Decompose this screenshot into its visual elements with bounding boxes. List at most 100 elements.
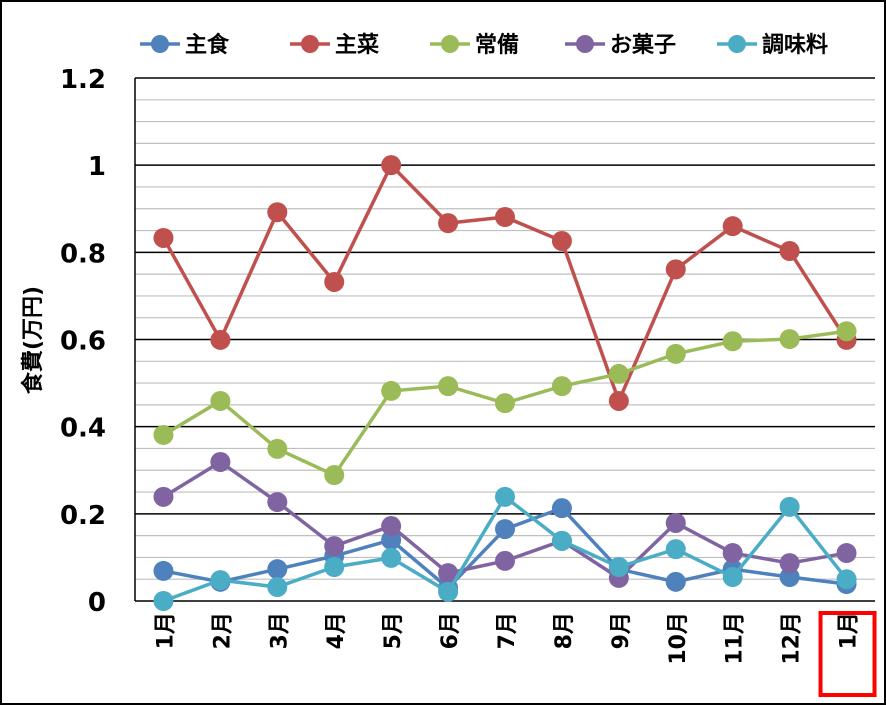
data-point [381, 547, 402, 568]
legend-item: 常備 [430, 32, 519, 58]
data-point [779, 567, 800, 588]
y-tick-label: 0.8 [60, 239, 106, 269]
data-point [495, 207, 515, 228]
series-line [162, 494, 848, 603]
data-point [438, 376, 459, 397]
legend-item: 主食 [140, 32, 230, 58]
x-axis-ticks: 1月 2月 3月 4月 5月 6月 7月 8月 9月 10月 11月 12月 1月 [153, 611, 877, 697]
legend-item: 調味料 [717, 32, 828, 58]
series-4 [153, 486, 857, 611]
y-tick-label: 1 [88, 152, 106, 182]
data-point [381, 380, 402, 401]
x-tick-label: 1月 [837, 612, 862, 649]
data-point [324, 271, 345, 292]
data-point [495, 519, 515, 540]
data-point [665, 539, 686, 560]
x-tick-label: 11月 [723, 612, 748, 665]
data-point [267, 438, 288, 459]
legend-label: 主食 [185, 32, 230, 58]
data-point [495, 550, 515, 571]
data-point [267, 577, 288, 598]
data-point [153, 486, 174, 507]
legend-label: 調味料 [762, 32, 828, 58]
data-point [665, 512, 686, 533]
y-tick-label: 0 [88, 588, 106, 618]
legend-label: お菓子 [610, 32, 676, 58]
data-point [324, 536, 345, 557]
data-point [551, 231, 572, 252]
data-point [153, 560, 174, 581]
legend-marker [301, 35, 319, 53]
x-tick-label: 2月 [210, 612, 235, 649]
data-point [722, 567, 743, 588]
data-point [438, 563, 459, 584]
data-point [779, 241, 800, 262]
data-point [210, 329, 231, 350]
legend-marker [576, 35, 594, 53]
data-point [608, 557, 629, 578]
data-point [665, 259, 686, 280]
y-tick-label: 0.4 [60, 414, 106, 444]
data-point [324, 557, 345, 578]
y-axis-ticks: 0 0.2 0.4 0.6 0.8 1 1.2 [60, 65, 106, 618]
data-point [210, 570, 231, 591]
data-point [551, 376, 572, 397]
legend-label: 主菜 [335, 33, 379, 58]
data-point [267, 492, 288, 513]
data-point [551, 498, 572, 519]
legend: 主食 主菜 常備 お菓子 調味料 [140, 32, 828, 58]
y-tick-label: 1.2 [60, 65, 106, 95]
y-tick-label: 0.6 [60, 327, 106, 357]
legend-marker [441, 35, 459, 53]
legend-marker [151, 35, 169, 53]
data-point [551, 530, 572, 551]
data-point [438, 581, 459, 602]
data-point [665, 571, 686, 592]
x-tick-label: 6月 [438, 612, 463, 649]
series-2 [153, 321, 857, 486]
series-1 [153, 155, 857, 411]
legend-item: 主菜 [290, 33, 379, 58]
data-point [779, 329, 800, 350]
data-point [210, 451, 231, 472]
x-tick-label: 5月 [381, 612, 406, 649]
series-group [153, 155, 857, 611]
data-point [608, 390, 629, 411]
data-point [267, 559, 288, 580]
data-point [381, 516, 402, 537]
data-point [495, 486, 515, 507]
data-point [210, 390, 231, 411]
data-point [722, 216, 743, 237]
legend-marker [728, 35, 746, 53]
x-tick-label: 3月 [267, 612, 292, 649]
series-line [161, 162, 849, 406]
data-point [722, 543, 743, 564]
x-tick-label: 9月 [609, 612, 634, 649]
highlight-box [818, 611, 877, 697]
data-point [495, 393, 515, 414]
data-point [836, 321, 857, 342]
data-point [665, 343, 686, 364]
x-tick-label: 1月 [153, 612, 178, 649]
data-point [381, 155, 402, 176]
data-point [779, 496, 800, 517]
legend-item: お菓子 [565, 32, 676, 58]
x-tick-label: 7月 [495, 612, 520, 649]
data-point [836, 543, 857, 564]
x-tick-label: 8月 [552, 612, 577, 649]
x-tick-label: 10月 [666, 612, 691, 665]
data-point [381, 529, 402, 550]
x-tick-label: 12月 [780, 612, 805, 665]
data-point [267, 202, 288, 223]
x-tick-label: 4月 [324, 612, 349, 649]
data-point [836, 569, 857, 590]
y-tick-label: 0.2 [60, 501, 106, 531]
data-point [438, 213, 459, 234]
data-point [153, 591, 174, 611]
data-point [153, 424, 174, 445]
data-point [722, 331, 743, 352]
data-point [779, 553, 800, 574]
data-point [324, 465, 345, 486]
